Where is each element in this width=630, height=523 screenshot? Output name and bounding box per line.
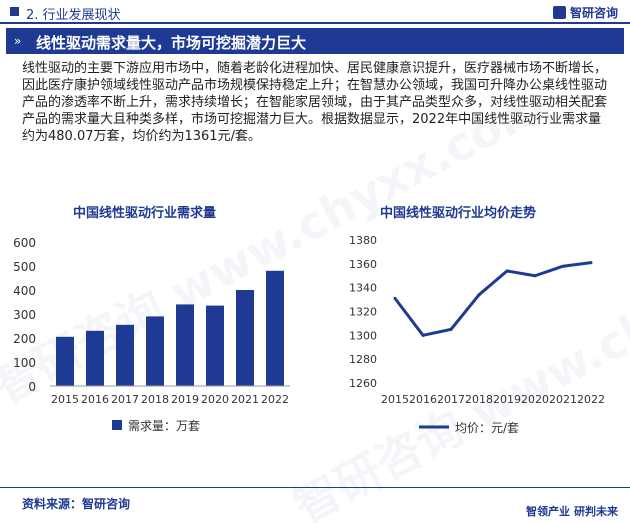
y-tick-label: 100: [13, 356, 36, 370]
x-tick-label: 2022: [261, 393, 289, 406]
double-arrow-icon: »: [14, 34, 22, 48]
x-tick-label: 2019: [493, 393, 521, 406]
data-point: [421, 333, 425, 337]
brand-top: 智研咨询: [552, 4, 618, 21]
x-tick-label: 2015: [51, 393, 79, 406]
data-point: [589, 261, 593, 265]
y-tick-label: 400: [13, 284, 36, 298]
y-tick-label: 1360: [349, 258, 377, 271]
x-tick-label: 2018: [141, 393, 169, 406]
brand-bottom: 智领产业 研判未来: [526, 503, 618, 519]
data-point: [449, 327, 453, 331]
x-tick-label: 2016: [409, 393, 437, 406]
x-tick-label: 2019: [171, 393, 199, 406]
y-tick-label: 1340: [349, 282, 377, 295]
bar: [176, 304, 194, 386]
bar-chart-title: 中国线性驱动行业需求量: [73, 206, 217, 221]
x-tick-label: 2015: [381, 393, 409, 406]
data-point: [561, 264, 565, 268]
bar: [116, 324, 134, 386]
bar: [206, 305, 224, 386]
x-tick-label: 2017: [437, 393, 465, 406]
y-tick-label: 1260: [349, 377, 377, 390]
section-marker-icon: [10, 7, 19, 16]
bar: [56, 336, 74, 386]
y-tick-label: 1380: [349, 234, 377, 247]
section-title: 2. 行业发展现状: [26, 8, 121, 23]
data-point: [393, 296, 397, 300]
bar: [146, 316, 164, 386]
x-tick-label: 2018: [465, 393, 493, 406]
x-tick-label: 2016: [81, 393, 109, 406]
y-tick-label: 1280: [349, 353, 377, 366]
x-tick-label: 2021: [231, 393, 259, 406]
description-paragraph: 线性驱动的主要下游应用市场中，随着老龄化进程加快、居民健康意识提升，医疗器械市场…: [22, 61, 608, 144]
data-point: [477, 293, 481, 297]
banner-title: 线性驱动需求量大，市场可挖掘潜力巨大: [36, 34, 307, 52]
brand-slogan-left: 智领产业: [526, 505, 570, 518]
y-tick-label: 600: [13, 236, 36, 250]
legend-label: 均价：元/套: [455, 421, 519, 435]
y-tick-label: 0: [28, 380, 36, 394]
legend-label: 需求量：万套: [128, 419, 200, 433]
x-tick-label: 2017: [111, 393, 139, 406]
bottom-divider: [0, 487, 630, 488]
brand-slogan-right: 研判未来: [574, 505, 618, 518]
bar: [266, 270, 284, 386]
y-tick-label: 500: [13, 260, 36, 274]
section-header: 2. 行业发展现状 智研咨询: [0, 0, 630, 24]
line-chart: 1260 1280 1300 1320 1340 1360 1380 2015 2016 2017…: [349, 234, 605, 435]
y-tick-label: 1300: [349, 329, 377, 342]
x-tick-label: 2020: [521, 393, 549, 406]
y-tick-label: 200: [13, 332, 36, 346]
title-banner: » 线性驱动需求量大，市场可挖掘潜力巨大: [6, 28, 624, 54]
source-text: 资料来源：智研咨询: [22, 497, 131, 511]
data-point: [505, 269, 509, 273]
data-point: [533, 274, 537, 278]
bar: [236, 290, 254, 386]
y-tick-label: 1320: [349, 306, 377, 319]
brand-name: 智研咨询: [569, 6, 618, 20]
line-chart-title: 中国线性驱动行业均价走势: [380, 206, 537, 221]
top-divider: [0, 22, 630, 24]
y-tick-label: 300: [13, 308, 36, 322]
x-tick-label: 2020: [201, 393, 229, 406]
bar: [86, 330, 104, 386]
x-tick-label: 2022: [577, 393, 605, 406]
x-tick-label: 2021: [549, 393, 577, 406]
brand-logo-icon: [552, 6, 566, 19]
series-line: [393, 261, 592, 337]
legend-swatch: [112, 420, 122, 430]
